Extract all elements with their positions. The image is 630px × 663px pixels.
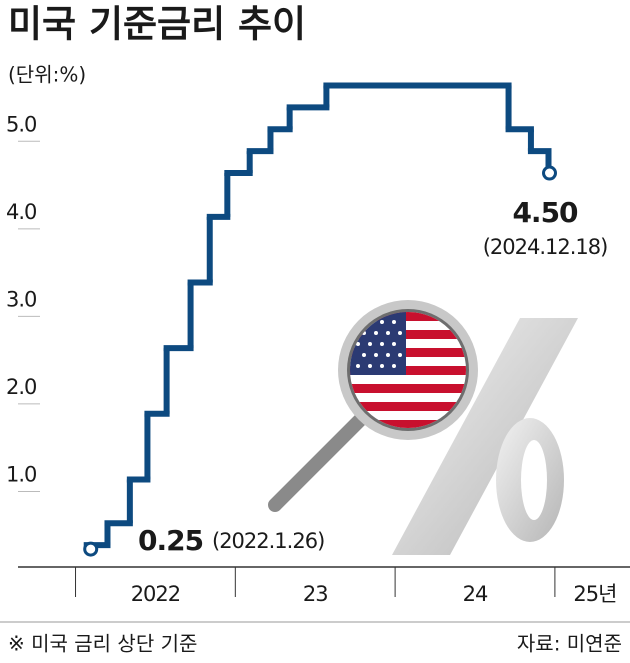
y-tick-label: 5.0 [6, 112, 36, 136]
x-tick-label: 24 [463, 582, 488, 606]
annotation: (2024.12.18) [483, 235, 608, 259]
chart-subtitle: (단위:%) [8, 63, 86, 87]
chart-title: 미국 기준금리 추이 [8, 3, 306, 46]
y-tick-label: 4.0 [6, 200, 36, 224]
magnifier-decoration [268, 300, 478, 512]
y-tick-label: 3.0 [6, 287, 36, 311]
value-label: 4.50 [512, 196, 578, 229]
source: 자료: 미연준 [517, 632, 622, 656]
y-tick-label: 1.0 [6, 462, 36, 486]
percent-decoration [392, 318, 578, 555]
x-tick-label: 2022 [131, 582, 180, 606]
footnote: ※ 미국 금리 상단 기준 [8, 632, 197, 656]
y-tick-label: 2.0 [6, 375, 36, 399]
value-label: 0.25 [138, 524, 203, 557]
end-point [83, 541, 99, 557]
end-point [542, 165, 558, 181]
x-tick-label: 25년 [573, 582, 616, 606]
annotation: (2022.1.26) [212, 529, 324, 553]
x-tick-label: 23 [303, 582, 328, 606]
